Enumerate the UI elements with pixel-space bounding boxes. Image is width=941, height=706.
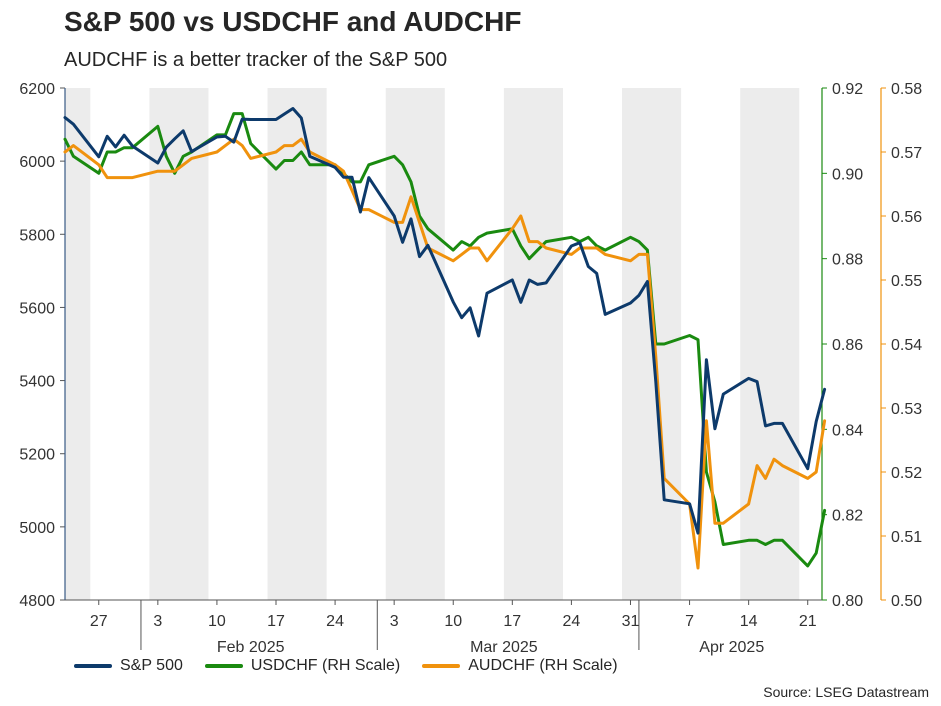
- right2-tick-label-8: 0.58: [891, 81, 922, 98]
- week-band-6: [740, 88, 800, 600]
- left-tick-label-3: 5400: [19, 374, 55, 391]
- x-tick-label-11: 14: [740, 613, 758, 630]
- x-tick-label-3: 17: [267, 613, 285, 630]
- right2-tick-label-4: 0.54: [891, 337, 922, 354]
- right2-tick-label-6: 0.56: [891, 209, 922, 226]
- month-label-0: Feb 2025: [217, 639, 285, 656]
- month-label-2: Apr 2025: [699, 639, 764, 656]
- right2-tick-label-2: 0.52: [891, 465, 922, 482]
- right2-tick-label-3: 0.53: [891, 401, 922, 418]
- x-tick-label-12: 21: [799, 613, 817, 630]
- left-tick-label-2: 5200: [19, 447, 55, 464]
- x-tick-label-1: 3: [153, 613, 162, 630]
- right1-tick-label-2: 0.84: [832, 422, 863, 439]
- x-tick-label-4: 24: [326, 613, 344, 630]
- x-tick-label-7: 17: [503, 613, 521, 630]
- x-tick-label-9: 31: [622, 613, 640, 630]
- week-band-3: [385, 88, 445, 600]
- x-tick-label-5: 3: [390, 613, 399, 630]
- series-line-sp: [63, 107, 827, 535]
- x-tick-label-8: 24: [563, 613, 581, 630]
- left-tick-label-1: 5000: [19, 520, 55, 537]
- right1-tick-label-5: 0.90: [832, 166, 863, 183]
- legend-swatch-usdchf: [204, 664, 243, 668]
- right1-tick-label-3: 0.86: [832, 337, 863, 354]
- left-tick-label-6: 6000: [19, 154, 55, 171]
- x-tick-label-10: 7: [685, 613, 694, 630]
- week-band-2: [267, 88, 327, 600]
- month-label-1: Mar 2025: [470, 639, 538, 656]
- week-band-0: [65, 88, 91, 600]
- right2-tick-label-7: 0.57: [891, 145, 922, 162]
- right1-tick-label-4: 0.88: [832, 252, 863, 269]
- x-tick-label-2: 10: [208, 613, 226, 630]
- legend-item-sp500: S&P 500: [74, 657, 183, 675]
- legend-label-usdchf: USDCHF (RH Scale): [250, 657, 401, 674]
- legend-label-audchf: AUDCHF (RH Scale): [468, 657, 618, 674]
- chart-subtitle: AUDCHF is a better tracker of the S&P 50…: [64, 49, 448, 71]
- series-line-audchf: [63, 137, 827, 570]
- week-band-1: [149, 88, 209, 600]
- series-line-usdchf: [63, 112, 827, 568]
- left-tick-label-0: 4800: [19, 593, 55, 610]
- chart-source: Source: LSEG Datastream: [763, 684, 929, 700]
- legend-item-audchf: AUDCHF (RH Scale): [422, 657, 618, 675]
- right2-tick-label-0: 0.50: [891, 593, 922, 610]
- right1-tick-label-1: 0.82: [832, 508, 863, 525]
- chart-legend: S&P 500 USDCHF (RH Scale) AUDCHF (RH Sca…: [74, 657, 618, 675]
- left-tick-label-5: 5800: [19, 227, 55, 244]
- week-band-4: [503, 88, 563, 600]
- right1-tick-label-0: 0.80: [832, 593, 863, 610]
- left-tick-label-4: 5600: [19, 300, 55, 317]
- x-tick-label-0: 27: [90, 613, 108, 630]
- chart-title: S&P 500 vs USDCHF and AUDCHF: [64, 6, 522, 37]
- legend-label-sp500: S&P 500: [120, 657, 183, 674]
- right1-tick-label-6: 0.92: [832, 81, 863, 98]
- right2-tick-label-1: 0.51: [891, 529, 922, 546]
- legend-swatch-sp500: [74, 664, 112, 668]
- right2-tick-label-5: 0.55: [891, 273, 922, 290]
- x-tick-label-6: 10: [444, 613, 462, 630]
- left-tick-label-7: 6200: [19, 81, 55, 98]
- legend-swatch-audchf: [422, 664, 461, 668]
- legend-item-usdchf: USDCHF (RH Scale): [204, 657, 401, 675]
